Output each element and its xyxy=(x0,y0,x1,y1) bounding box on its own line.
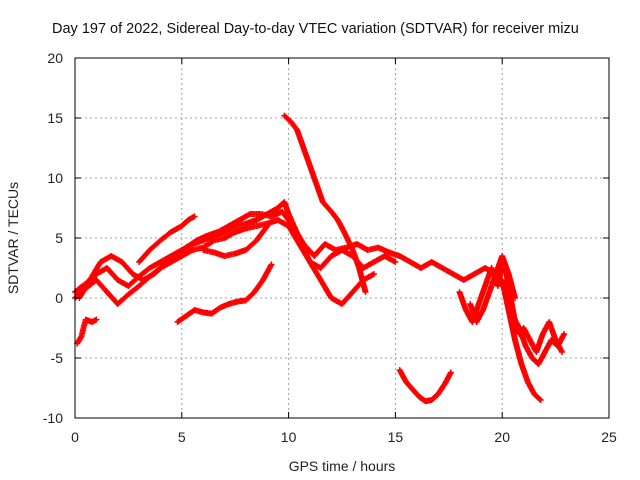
x-tick-label: 15 xyxy=(388,429,404,445)
series-markers xyxy=(74,316,100,347)
series-track-m xyxy=(467,253,518,325)
x-tick-label: 0 xyxy=(71,429,79,445)
series-track-l xyxy=(503,289,568,367)
series-markers xyxy=(467,253,518,325)
y-tick-label: 15 xyxy=(47,110,63,126)
series-track-f xyxy=(174,261,275,325)
y-axis-label: SDTVAR / TECUs xyxy=(5,182,21,294)
chart-title: Day 197 of 2022, Sidereal Day-to-day VTE… xyxy=(52,21,579,37)
axis-ticks: 0 5 10 15 20 25 -10 -5 0 5 10 15 20 xyxy=(43,50,617,445)
y-tick-label: 0 xyxy=(55,290,63,306)
series-markers xyxy=(136,213,198,265)
y-tick-label: 10 xyxy=(47,170,63,186)
y-tick-label: -10 xyxy=(43,410,63,426)
x-tick-label: 25 xyxy=(601,429,617,445)
series-track-e xyxy=(200,223,271,259)
series-markers xyxy=(396,367,454,405)
x-tick-label: 10 xyxy=(281,429,297,445)
y-tick-label: -5 xyxy=(51,350,64,366)
y-tick-label: 5 xyxy=(55,230,63,246)
series-track-h xyxy=(281,112,369,295)
series-markers xyxy=(200,223,271,259)
series-track-g xyxy=(74,316,100,347)
y-tick-label: 20 xyxy=(47,50,63,66)
x-tick-label: 20 xyxy=(494,429,510,445)
series-markers xyxy=(503,289,568,367)
series-track-i xyxy=(396,367,454,405)
series-markers xyxy=(174,261,275,325)
x-tick-label: 5 xyxy=(178,429,186,445)
series-markers xyxy=(281,112,369,295)
data-series xyxy=(72,112,568,405)
series-track-d xyxy=(136,213,198,265)
grid-lines xyxy=(75,58,609,418)
x-axis-label: GPS time / hours xyxy=(289,458,396,474)
